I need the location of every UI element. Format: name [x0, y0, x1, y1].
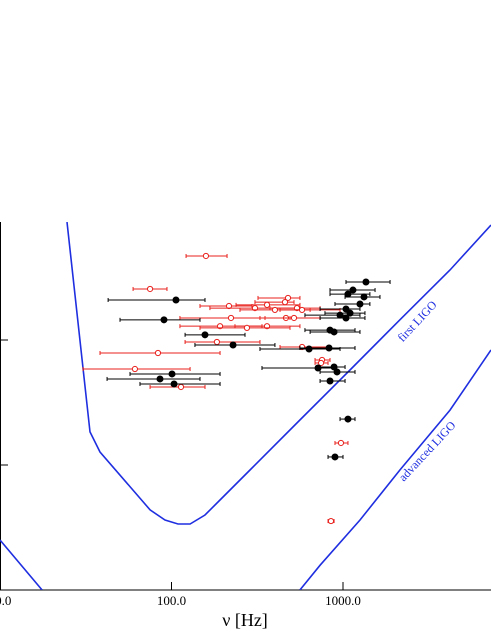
sensitivity-curve — [66, 222, 491, 525]
point — [225, 302, 233, 310]
point — [243, 324, 251, 331]
curve-label: advanced LIGO — [396, 418, 459, 484]
point — [349, 286, 357, 294]
point — [229, 341, 237, 349]
point — [327, 517, 335, 525]
point — [342, 305, 350, 313]
point — [344, 290, 352, 298]
point — [326, 377, 334, 385]
point — [213, 338, 221, 346]
point — [251, 304, 259, 312]
point — [333, 368, 341, 376]
x-tick-label: 100.0 — [157, 593, 186, 608]
point — [177, 383, 185, 391]
point — [344, 415, 352, 423]
point — [346, 309, 354, 317]
point — [271, 306, 279, 314]
point — [336, 311, 344, 319]
point — [154, 349, 162, 357]
sensitivity-curve — [0, 349, 491, 590]
point — [337, 439, 345, 447]
point — [202, 252, 210, 260]
point — [325, 344, 333, 352]
x-tick-label: 10.0 — [0, 593, 11, 608]
point — [342, 314, 350, 322]
point — [201, 331, 209, 339]
point — [314, 364, 322, 372]
point — [298, 306, 306, 314]
point — [330, 363, 338, 371]
point — [284, 294, 292, 302]
point — [360, 293, 368, 301]
x-axis-label: ν [Hz] — [222, 610, 268, 630]
point — [156, 375, 164, 383]
point — [290, 314, 298, 322]
point — [146, 285, 154, 293]
curves — [0, 222, 491, 590]
point — [317, 359, 325, 367]
point — [170, 380, 178, 388]
x-tick-label: 1000.0 — [325, 593, 361, 608]
point — [263, 301, 271, 308]
point — [331, 453, 339, 461]
point — [281, 298, 289, 306]
point — [305, 345, 313, 353]
point — [172, 296, 180, 304]
point — [330, 328, 338, 336]
point — [131, 365, 139, 373]
point — [362, 278, 370, 286]
point — [356, 300, 364, 308]
point — [160, 316, 168, 324]
curve-label: first LIGO — [395, 297, 440, 344]
point — [227, 314, 235, 322]
point — [168, 370, 176, 378]
